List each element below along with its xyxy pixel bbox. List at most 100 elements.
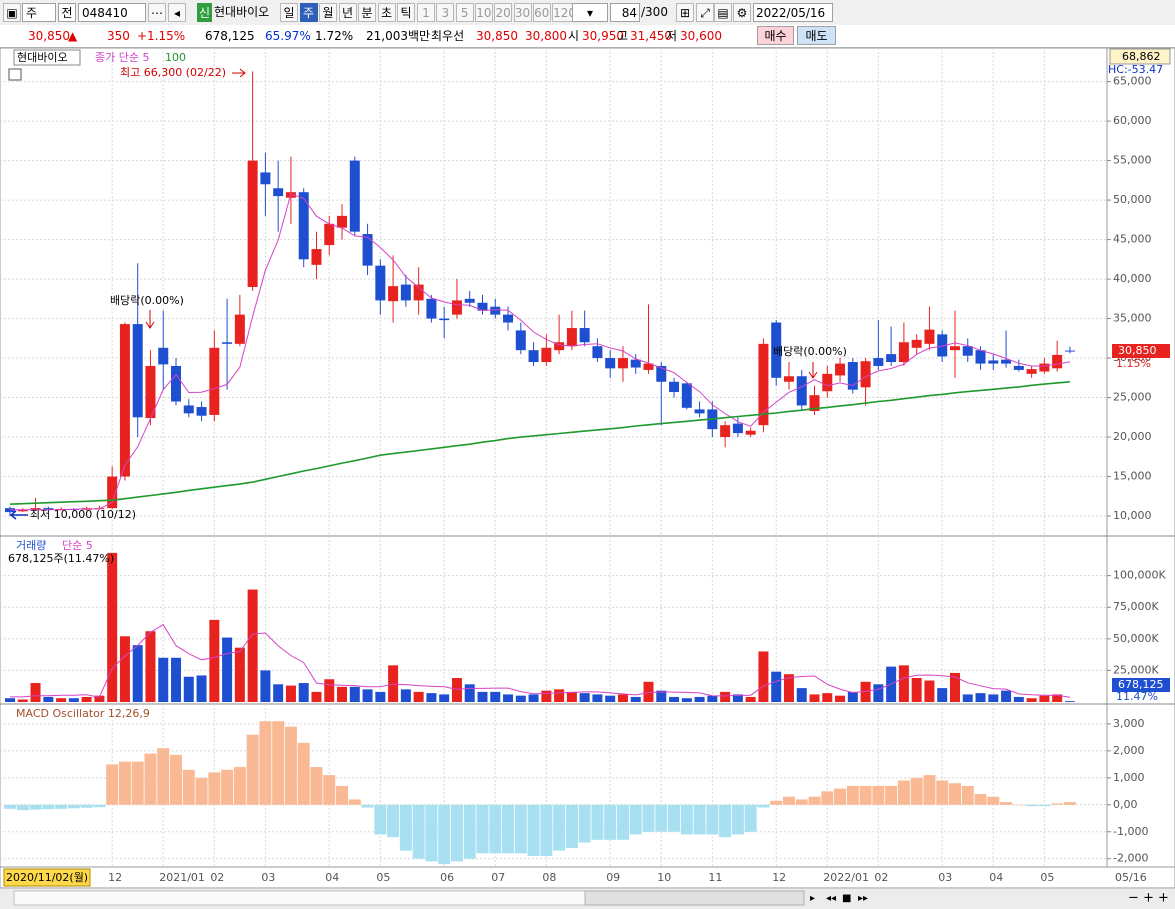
- minute-btn[interactable]: 10: [474, 3, 493, 22]
- save-btn[interactable]: ▤: [714, 3, 732, 22]
- macd-bar: [1051, 803, 1064, 805]
- macd-bar: [642, 804, 655, 832]
- macd-bar: [208, 772, 221, 805]
- dropdown[interactable]: ▾: [572, 3, 608, 22]
- macd-bar: [502, 804, 515, 854]
- x-axis-bg: [0, 866, 1175, 889]
- macd-bar: [885, 785, 898, 805]
- volume-bar: [43, 696, 54, 702]
- candle-body: [451, 300, 462, 315]
- count-input[interactable]: 84: [610, 3, 640, 22]
- volume-bar: [464, 684, 475, 702]
- y-tick-label: 20,000: [1113, 430, 1152, 443]
- volume-bar: [566, 691, 577, 702]
- sell-btn[interactable]: 매도: [797, 26, 836, 45]
- buy-btn[interactable]: 매수: [757, 26, 794, 45]
- minute-btn[interactable]: 3: [436, 3, 455, 22]
- volume-bar: [758, 651, 769, 702]
- volume-bar: [477, 691, 488, 702]
- candle-body: [809, 395, 820, 411]
- macd-bar: [131, 761, 144, 805]
- tool-btn[interactable]: ⊞: [676, 3, 694, 22]
- macd-bar: [578, 804, 591, 843]
- end-label: 05/16: [1115, 871, 1147, 884]
- volume-bar: [439, 694, 450, 702]
- macd-bar: [4, 804, 16, 809]
- candle-body: [579, 328, 590, 343]
- candle-body: [183, 405, 194, 414]
- volume-bar: [503, 694, 514, 702]
- y-tick-label: -1,000: [1113, 825, 1148, 838]
- macd-bar: [834, 788, 847, 805]
- x-tick-label: 05: [1040, 871, 1054, 884]
- period-btn[interactable]: 분: [358, 3, 376, 22]
- legend-series: 종가 단순 5: [95, 51, 149, 64]
- candle-body: [694, 409, 705, 414]
- macd-bar: [195, 777, 208, 805]
- zoom-btn[interactable]: −: [1128, 891, 1139, 906]
- period-btn[interactable]: 일: [280, 3, 298, 22]
- legend-name: 거래량: [16, 539, 46, 552]
- candle-body: [1013, 365, 1024, 370]
- date-input[interactable]: 2022/05/16: [753, 3, 833, 22]
- candle-body: [1001, 359, 1012, 364]
- period-btn[interactable]: 틱: [397, 3, 415, 22]
- volume-bar: [630, 696, 641, 702]
- search-btn[interactable]: ⋯: [148, 3, 166, 22]
- top-label: 68,862: [1122, 50, 1161, 63]
- volume-bar: [796, 688, 807, 702]
- scroll-btn[interactable]: ▸▸: [858, 893, 868, 904]
- x-tick-label: 08: [542, 871, 556, 884]
- code-input[interactable]: 048410: [78, 3, 146, 22]
- badge: 신: [197, 3, 212, 22]
- minute-btn[interactable]: 120: [552, 3, 576, 22]
- menu-icon[interactable]: ▣: [3, 3, 21, 22]
- minute-btn[interactable]: 20: [494, 3, 513, 22]
- annotation-arrow: [232, 68, 246, 78]
- volume-bar: [554, 689, 565, 702]
- x-tick-label: 04: [325, 871, 339, 884]
- macd-bar: [795, 799, 808, 805]
- volume-bar: [720, 691, 731, 702]
- scroll-btn[interactable]: ■: [842, 893, 851, 904]
- candle-body: [145, 365, 156, 419]
- macd-bar: [731, 804, 744, 835]
- macd-bar: [1000, 802, 1013, 805]
- volume-bar: [898, 665, 909, 702]
- candle-body: [1039, 363, 1050, 372]
- macd-bar: [144, 753, 157, 805]
- period-type[interactable]: 주: [22, 3, 56, 22]
- period-btn[interactable]: 초: [377, 3, 396, 22]
- zoom-btn[interactable]: +: [1143, 891, 1154, 906]
- macd-bar: [412, 804, 425, 859]
- minute-btn[interactable]: 30: [513, 3, 532, 22]
- macd-bar: [553, 804, 566, 851]
- panel-bg: [0, 47, 1108, 868]
- period-btn[interactable]: 주: [299, 3, 318, 22]
- market[interactable]: 전: [58, 3, 76, 22]
- candle-body: [107, 476, 118, 509]
- minute-btn[interactable]: 1: [417, 3, 435, 22]
- candle-body: [337, 215, 348, 228]
- sound-btn[interactable]: ◂: [168, 3, 186, 22]
- tool-btn[interactable]: ⤢: [696, 3, 714, 22]
- candle-body: [273, 188, 284, 197]
- period-btn[interactable]: 월: [319, 3, 337, 22]
- settings-btn[interactable]: ⚙: [733, 3, 751, 22]
- scroll-btn[interactable]: ◂◂: [826, 893, 836, 904]
- minute-btn[interactable]: 5: [455, 3, 474, 22]
- low: 30,600: [680, 29, 722, 43]
- macd-bar: [655, 804, 668, 832]
- candle-body: [898, 342, 909, 363]
- candle-body: [860, 361, 871, 388]
- minute-btn[interactable]: 60: [532, 3, 551, 22]
- macd-bar: [897, 780, 910, 805]
- macd-bar: [310, 767, 323, 805]
- scroll-btn[interactable]: ▸: [810, 893, 815, 904]
- candle-body: [630, 359, 641, 368]
- macd-bar: [284, 726, 297, 805]
- zoom-btn[interactable]: +: [1158, 891, 1169, 906]
- period-btn[interactable]: 년: [338, 3, 357, 22]
- candle-body: [592, 346, 603, 359]
